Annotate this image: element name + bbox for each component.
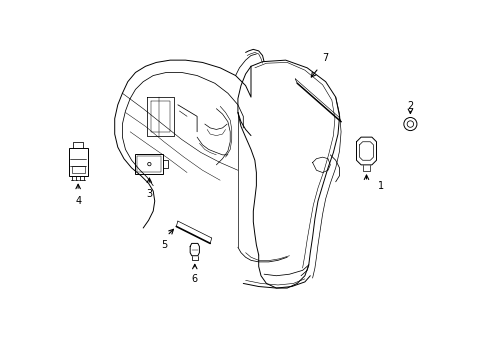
Text: 2: 2 — [407, 101, 413, 111]
Text: 1: 1 — [377, 181, 384, 191]
Text: 7: 7 — [321, 53, 327, 63]
Bar — [137, 156, 161, 172]
Bar — [135, 154, 163, 174]
Text: 5: 5 — [161, 240, 167, 250]
Bar — [71, 166, 84, 173]
Text: 4: 4 — [75, 196, 81, 206]
Text: 3: 3 — [146, 189, 152, 199]
Text: 6: 6 — [191, 274, 198, 284]
Bar — [68, 148, 87, 176]
